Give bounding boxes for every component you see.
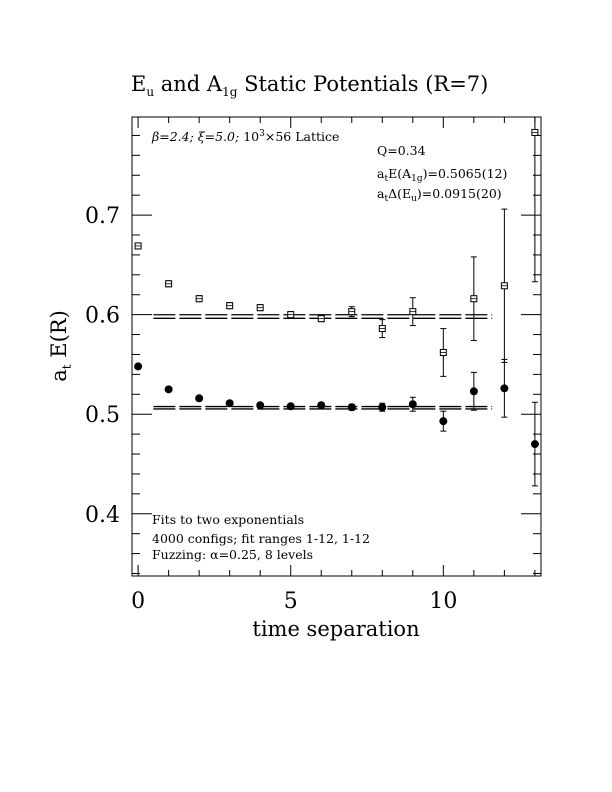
x-tick-label: 10 (429, 589, 457, 614)
y-tick-label: 0.6 (85, 304, 120, 329)
circle-point (347, 403, 356, 412)
configs-annotation: 4000 configs; fit ranges 1-12, 1-12 (152, 531, 370, 546)
chart-title: Eu and A1g Static Potentials (R=7) (131, 72, 488, 99)
lattice-annotation: β=2.4; ξ=5.0; 103×56 Lattice (151, 129, 339, 144)
axis-ticks (132, 117, 541, 576)
circle-point (195, 394, 204, 403)
circle-point (225, 399, 234, 408)
x-tick-label: 0 (131, 589, 145, 614)
circle-point (530, 440, 539, 449)
circle-point (286, 402, 295, 411)
circle-point (408, 400, 417, 409)
plot-frame (131, 116, 542, 577)
circle-point (378, 403, 387, 412)
circle-point (256, 401, 265, 410)
circle-point (317, 401, 326, 410)
x-axis-label: time separation (252, 617, 419, 641)
y-tick-label: 0.4 (85, 503, 120, 528)
tick-labels: 0 5 10 0.4 0.5 0.6 0.7 (85, 204, 457, 614)
circle-point (500, 384, 509, 393)
circle-point (134, 362, 143, 371)
y-tick-label: 0.7 (85, 204, 120, 229)
circle-point (439, 417, 448, 426)
q-annotation: Q=0.34 (377, 143, 426, 158)
circle-point (469, 387, 478, 396)
fits-annotation: Fits to two exponentials (152, 512, 304, 527)
delta-eu-annotation: atΔ(Eu)=0.0915(20) (377, 186, 502, 204)
y-axis-label: at E(R) (47, 310, 74, 382)
circle-point (164, 385, 173, 394)
y-tick-label: 0.5 (85, 403, 120, 428)
x-tick-label: 5 (284, 589, 298, 614)
fuzzing-annotation: Fuzzing: α=0.25, 8 levels (152, 547, 313, 562)
data-points (134, 116, 539, 487)
energy-a1g-annotation: atE(A1g)=0.5065(12) (377, 166, 507, 184)
